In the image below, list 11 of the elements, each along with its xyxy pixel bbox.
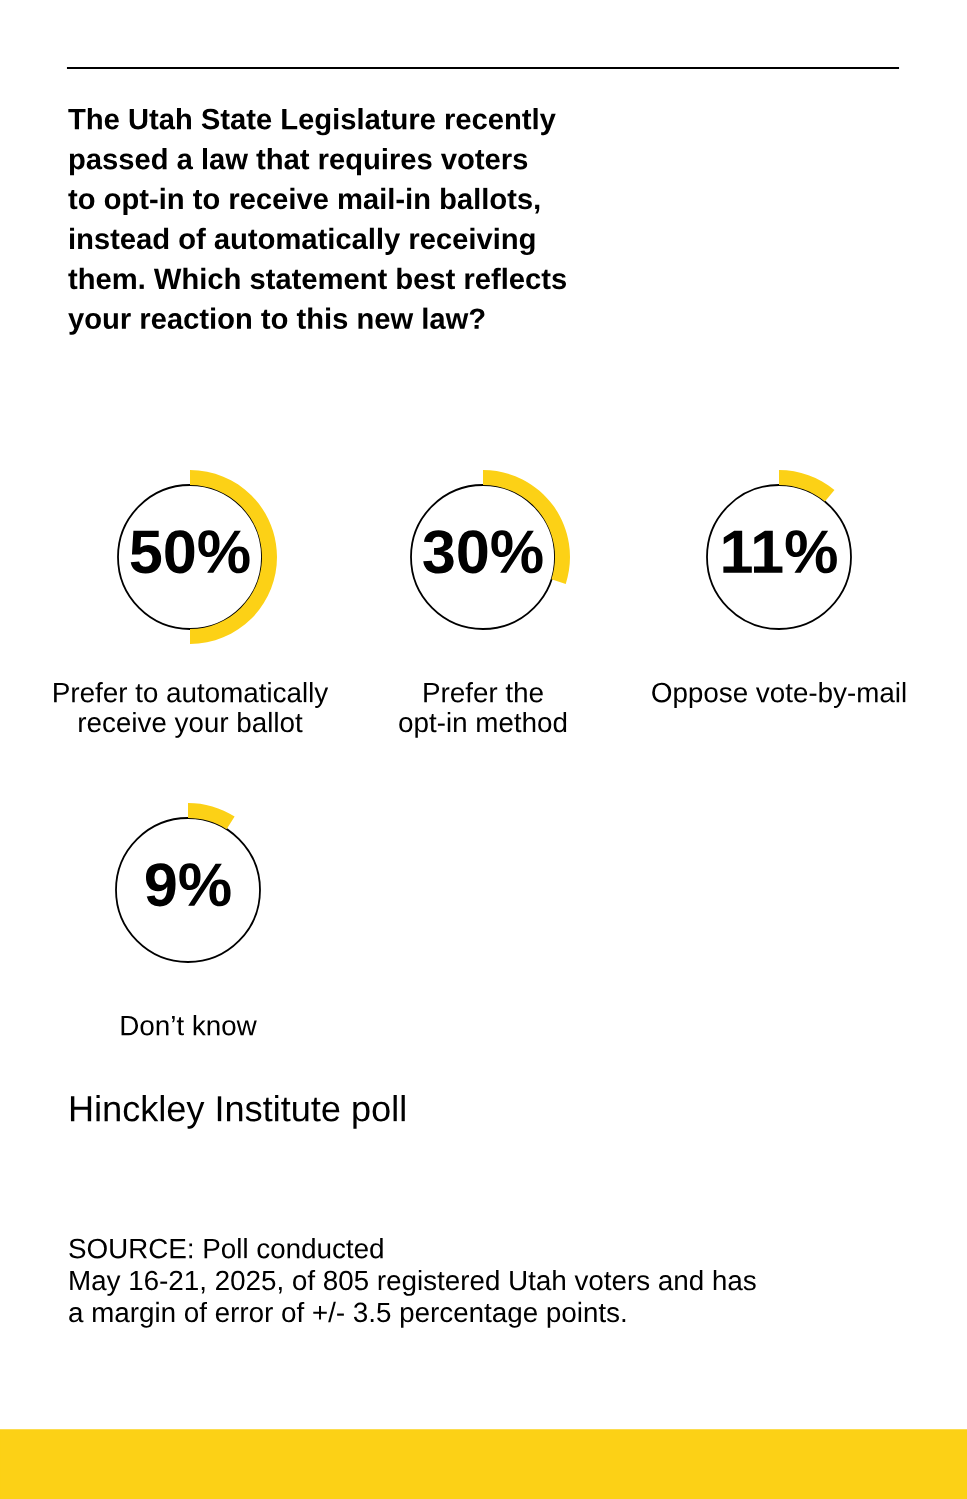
- data-label: 11%: [723, 530, 837, 574]
- data-label: 50%: [130, 530, 250, 574]
- text: Oppose vote-by-mail: [652, 682, 906, 708]
- text: Don’t know: [121, 1015, 257, 1036]
- text: Prefer the opt-in method: [399, 682, 567, 738]
- text: The Utah State Legislature recently passed a law that requires voters to opt-in to receive mail-in ballots, instead of automatically receiving them. Which statement best reflects your reaction to this new law?: [68, 108, 566, 335]
- data-label: 9%: [145, 863, 231, 907]
- source-note: SOURCE: Poll conducted May 16-21, 2025, of 805 registered Utah voters and has a margin of error of +/- 3.5 percentage points.: [69, 1238, 756, 1328]
- data-label: 30%: [423, 530, 543, 574]
- text: Hinckley Institute poll: [70, 1095, 405, 1129]
- text: Prefer to automatically receive your ballot: [54, 682, 329, 738]
